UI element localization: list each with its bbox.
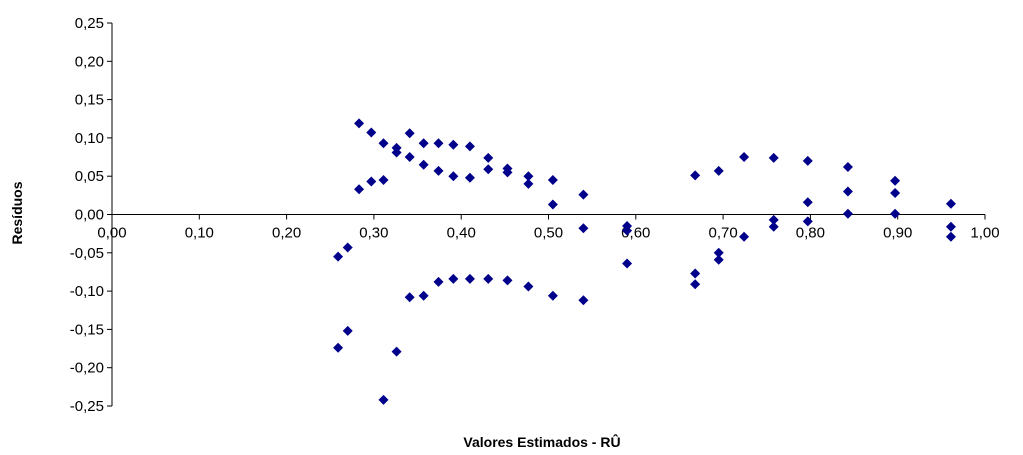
data-point xyxy=(768,221,779,232)
data-point xyxy=(483,164,494,175)
x-tick-label: 0,10 xyxy=(185,225,214,242)
y-tick-label: 0,20 xyxy=(75,53,104,70)
data-point xyxy=(547,175,558,186)
data-point xyxy=(945,198,956,209)
x-tick-label: 0,50 xyxy=(534,225,563,242)
data-point xyxy=(547,199,558,210)
data-point xyxy=(378,175,389,186)
data-point xyxy=(890,188,901,199)
data-point xyxy=(418,159,429,170)
y-tick-label: 0,00 xyxy=(75,207,104,224)
data-point xyxy=(578,189,589,200)
data-point xyxy=(448,273,459,284)
data-point xyxy=(433,276,444,287)
y-axis-title: Resíduos xyxy=(9,181,25,244)
data-point xyxy=(802,216,813,227)
data-point xyxy=(354,118,365,129)
data-point xyxy=(333,251,344,262)
data-point xyxy=(578,223,589,234)
data-point xyxy=(690,170,701,181)
data-points xyxy=(333,118,956,405)
data-point xyxy=(890,208,901,219)
y-tick-label: 0,05 xyxy=(75,168,104,185)
y-tick-label: -0,10 xyxy=(70,283,104,300)
x-tick-label: 0,20 xyxy=(272,225,301,242)
y-tick-label: 0,10 xyxy=(75,130,104,147)
data-point xyxy=(523,171,534,182)
y-tick-label: 0,25 xyxy=(75,15,104,32)
data-point xyxy=(945,231,956,242)
data-point xyxy=(342,325,353,336)
x-tick-label: 1,00 xyxy=(970,225,999,242)
data-point xyxy=(622,225,633,236)
data-point xyxy=(354,184,365,195)
data-point xyxy=(523,281,534,292)
data-point xyxy=(391,147,402,158)
data-point xyxy=(502,167,513,178)
data-point xyxy=(802,155,813,166)
data-point xyxy=(378,394,389,405)
data-point xyxy=(713,165,724,176)
x-tick-label: 0,70 xyxy=(708,225,737,242)
data-point xyxy=(464,273,475,284)
data-point xyxy=(739,152,750,163)
data-point xyxy=(713,247,724,258)
x-tick-label: 0,90 xyxy=(883,225,912,242)
data-point xyxy=(547,290,558,301)
data-point xyxy=(842,186,853,197)
data-point xyxy=(483,152,494,163)
y-axis-ticks: 0,25 0,20 0,15 0,10 0,05 0,00 -0,05 -0,10 -0,15 -… xyxy=(70,15,112,415)
data-point xyxy=(483,273,494,284)
data-point xyxy=(768,214,779,225)
data-point xyxy=(366,176,377,187)
data-point xyxy=(418,290,429,301)
data-point xyxy=(333,342,344,353)
data-point xyxy=(622,258,633,269)
x-axis-title: Valores Estimados - RÛ xyxy=(463,433,620,450)
data-point xyxy=(464,141,475,152)
x-tick-label: 0,40 xyxy=(447,225,476,242)
data-point xyxy=(378,138,389,149)
data-point xyxy=(342,242,353,253)
y-tick-label: -0,20 xyxy=(70,360,104,377)
data-point xyxy=(578,295,589,306)
data-point xyxy=(945,221,956,232)
data-point xyxy=(391,346,402,357)
data-point xyxy=(890,175,901,186)
data-point xyxy=(768,152,779,163)
data-point xyxy=(842,162,853,173)
data-point xyxy=(713,254,724,265)
data-point xyxy=(739,231,750,242)
data-point xyxy=(404,128,415,139)
y-tick-label: 0,15 xyxy=(75,92,104,109)
data-point xyxy=(433,165,444,176)
data-point xyxy=(802,197,813,208)
data-point xyxy=(842,208,853,219)
data-point xyxy=(448,139,459,150)
x-tick-label: 0,80 xyxy=(796,225,825,242)
data-point xyxy=(502,275,513,286)
data-point xyxy=(404,292,415,303)
data-point xyxy=(690,268,701,279)
y-tick-label: -0,05 xyxy=(70,245,104,262)
data-point xyxy=(404,152,415,163)
y-tick-label: -0,15 xyxy=(70,321,104,338)
data-point xyxy=(464,172,475,183)
y-tick-label: -0,25 xyxy=(70,398,104,415)
data-point xyxy=(448,171,459,182)
x-tick-label: 0,30 xyxy=(359,225,388,242)
data-point xyxy=(433,138,444,149)
x-axis-ticks: 0,00 0,10 0,20 0,30 0,40 0,50 0,60 0,70 0,80 0,90… xyxy=(97,214,1000,242)
data-point xyxy=(690,279,701,290)
x-tick-label: 0,00 xyxy=(97,225,126,242)
data-point xyxy=(418,138,429,149)
data-point xyxy=(366,127,377,138)
data-point xyxy=(523,178,534,189)
